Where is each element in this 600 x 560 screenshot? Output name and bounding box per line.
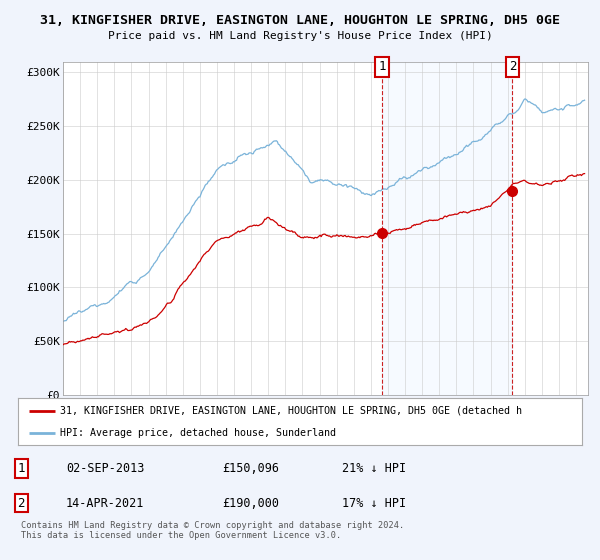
Text: 02-SEP-2013: 02-SEP-2013 bbox=[66, 462, 145, 475]
Text: 31, KINGFISHER DRIVE, EASINGTON LANE, HOUGHTON LE SPRING, DH5 0GE: 31, KINGFISHER DRIVE, EASINGTON LANE, HO… bbox=[40, 14, 560, 27]
Text: 2: 2 bbox=[509, 60, 516, 73]
Text: 14-APR-2021: 14-APR-2021 bbox=[66, 497, 145, 510]
Text: £150,096: £150,096 bbox=[222, 462, 279, 475]
Text: Price paid vs. HM Land Registry's House Price Index (HPI): Price paid vs. HM Land Registry's House … bbox=[107, 31, 493, 41]
Text: 2: 2 bbox=[17, 497, 25, 510]
Text: HPI: Average price, detached house, Sunderland: HPI: Average price, detached house, Sund… bbox=[60, 428, 337, 438]
Text: 1: 1 bbox=[17, 462, 25, 475]
Text: Contains HM Land Registry data © Crown copyright and database right 2024.
This d: Contains HM Land Registry data © Crown c… bbox=[21, 521, 404, 540]
Text: 31, KINGFISHER DRIVE, EASINGTON LANE, HOUGHTON LE SPRING, DH5 0GE (detached h: 31, KINGFISHER DRIVE, EASINGTON LANE, HO… bbox=[60, 406, 522, 416]
Bar bbox=[382, 62, 512, 395]
Text: 17% ↓ HPI: 17% ↓ HPI bbox=[342, 497, 406, 510]
Text: 21% ↓ HPI: 21% ↓ HPI bbox=[342, 462, 406, 475]
Text: £190,000: £190,000 bbox=[222, 497, 279, 510]
Text: 1: 1 bbox=[379, 60, 386, 73]
